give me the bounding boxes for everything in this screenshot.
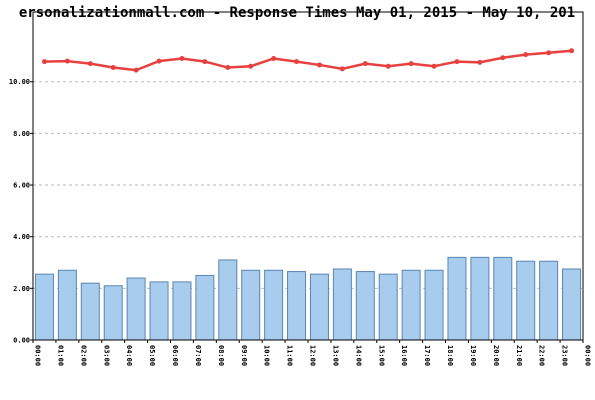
x-tick-label: 00:00 — [584, 345, 592, 366]
x-tick-label: 10:00 — [263, 345, 271, 366]
x-tick-label: 11:00 — [286, 345, 294, 366]
y-tick-label: 10.00 — [9, 78, 30, 86]
x-tick-label: 09:00 — [240, 345, 248, 366]
line-marker — [179, 55, 185, 61]
x-tick-label: 01:00 — [56, 345, 64, 366]
x-tick-label: 08:00 — [217, 345, 225, 366]
bar — [80, 282, 100, 341]
x-tick-label: 07:00 — [194, 345, 202, 366]
line-marker — [431, 63, 437, 69]
bar — [34, 273, 54, 341]
line-marker — [64, 58, 70, 64]
x-tick-label: 14:00 — [354, 345, 362, 366]
bar — [309, 273, 329, 341]
x-tick-label: 13:00 — [331, 345, 339, 366]
line-marker — [248, 63, 254, 69]
line-marker — [477, 59, 483, 65]
bar — [149, 281, 169, 341]
line-marker — [546, 50, 552, 56]
bar — [218, 259, 238, 341]
bar — [287, 271, 307, 341]
line-marker — [316, 62, 322, 68]
bar — [264, 269, 284, 341]
x-tick-label: 17:00 — [423, 345, 431, 366]
bar — [562, 268, 582, 341]
bar — [103, 285, 123, 341]
x-tick-label: 03:00 — [102, 345, 110, 366]
bar — [401, 269, 421, 341]
plot-frame — [32, 11, 584, 341]
x-tick-label: 18:00 — [446, 345, 454, 366]
y-tick-label: 8.00 — [13, 130, 30, 138]
bar — [378, 273, 398, 341]
line-marker — [294, 59, 300, 65]
x-tick-label: 23:00 — [561, 345, 569, 366]
bar — [241, 269, 261, 341]
x-tick-label: 21:00 — [515, 345, 523, 366]
line-marker — [110, 65, 116, 71]
bar — [332, 268, 352, 341]
x-tick-label: 00:00 — [34, 345, 42, 366]
line-marker — [408, 61, 414, 67]
x-tick-label: 06:00 — [171, 345, 179, 366]
bar — [126, 277, 146, 341]
y-tick-label: 4.00 — [13, 233, 30, 241]
line-marker — [523, 52, 529, 58]
x-tick-label: 15:00 — [377, 345, 385, 366]
line-marker — [202, 59, 208, 65]
bar — [470, 256, 490, 341]
line-marker — [225, 65, 231, 71]
x-tick-label: 16:00 — [400, 345, 408, 366]
line-marker — [87, 61, 93, 67]
bar — [539, 260, 559, 341]
line-marker — [156, 58, 162, 64]
bar — [57, 269, 77, 341]
line-marker — [133, 67, 139, 73]
bar — [516, 260, 536, 341]
line-marker — [339, 66, 345, 72]
x-tick-label: 20:00 — [492, 345, 500, 366]
x-tick-label: 19:00 — [469, 345, 477, 366]
bar — [493, 256, 513, 341]
line-marker — [569, 48, 575, 54]
line — [44, 49, 572, 72]
line-marker — [362, 61, 368, 67]
x-tick-label: 05:00 — [148, 345, 156, 366]
line-marker — [385, 63, 391, 69]
y-tick-label: 2.00 — [13, 285, 30, 293]
chart-title: ersonalizationmall.com - Response Times … — [19, 5, 575, 21]
bar — [424, 269, 444, 341]
x-tick-label: 12:00 — [309, 345, 317, 366]
bar — [172, 281, 192, 341]
y-tick-label: 0.00 — [13, 337, 30, 345]
x-tick-label: 04:00 — [125, 345, 133, 366]
y-tick-label: 6.00 — [13, 182, 30, 190]
line-marker — [454, 59, 460, 65]
x-tick-label: 22:00 — [538, 345, 546, 366]
bar — [195, 274, 215, 341]
x-tick-label: 02:00 — [79, 345, 87, 366]
line-marker — [500, 55, 506, 61]
line-marker — [41, 59, 47, 65]
bar — [447, 256, 467, 341]
line-marker — [271, 55, 277, 61]
bar — [355, 271, 375, 341]
